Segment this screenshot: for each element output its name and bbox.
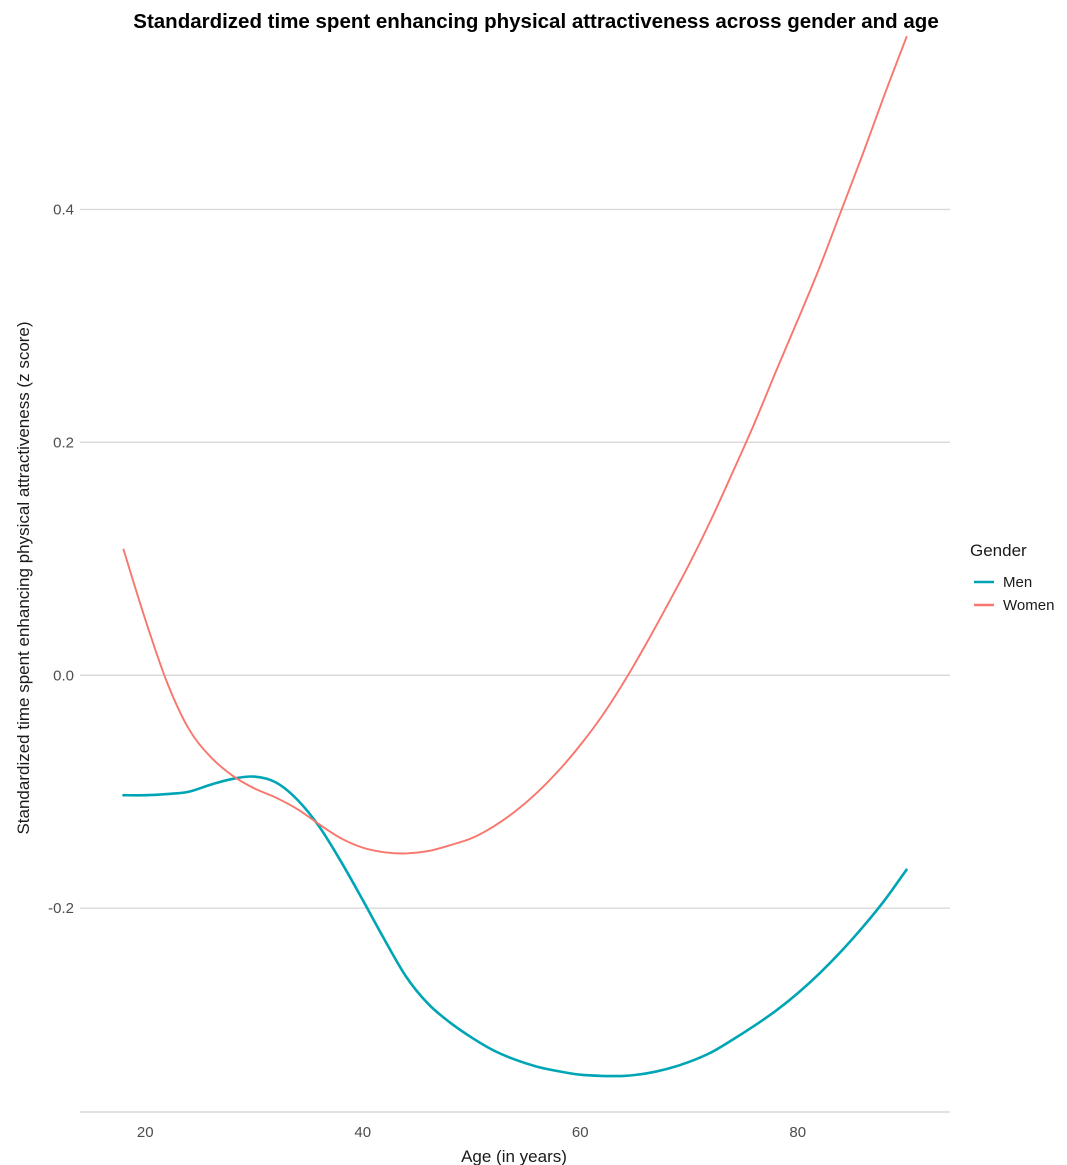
- legend-title: Gender: [970, 541, 1027, 560]
- x-tick-labels: 20 40 60 80: [137, 1124, 806, 1141]
- legend-label-men: Men: [1003, 574, 1032, 591]
- x-tick-label: 40: [354, 1124, 371, 1141]
- x-axis-title: Age (in years): [461, 1147, 567, 1165]
- series-line-women: [122, 36, 908, 855]
- series-line-men: [122, 775, 908, 1078]
- legend-items: Men Women: [974, 574, 1054, 614]
- legend: Gender Men Women: [970, 541, 1054, 614]
- y-tick-label: 0.0: [53, 667, 74, 684]
- y-tick-label: 0.4: [53, 201, 74, 218]
- x-tick-label: 60: [572, 1124, 589, 1141]
- plot-series: [122, 36, 908, 1078]
- x-tick-label: 20: [137, 1124, 154, 1141]
- x-tick-label: 80: [789, 1124, 806, 1141]
- legend-item-women: Women: [974, 597, 1054, 614]
- grid-lines: [80, 208, 950, 909]
- y-tick-labels: -0.2 0.0 0.2 0.4: [48, 201, 74, 917]
- y-axis-title: Standardized time spent enhancing physic…: [14, 321, 33, 834]
- legend-label-women: Women: [1003, 597, 1054, 614]
- y-tick-label: 0.2: [53, 434, 74, 451]
- y-tick-label: -0.2: [48, 900, 74, 917]
- legend-item-men: Men: [974, 574, 1032, 591]
- chart-title: Standardized time spent enhancing physic…: [133, 10, 938, 33]
